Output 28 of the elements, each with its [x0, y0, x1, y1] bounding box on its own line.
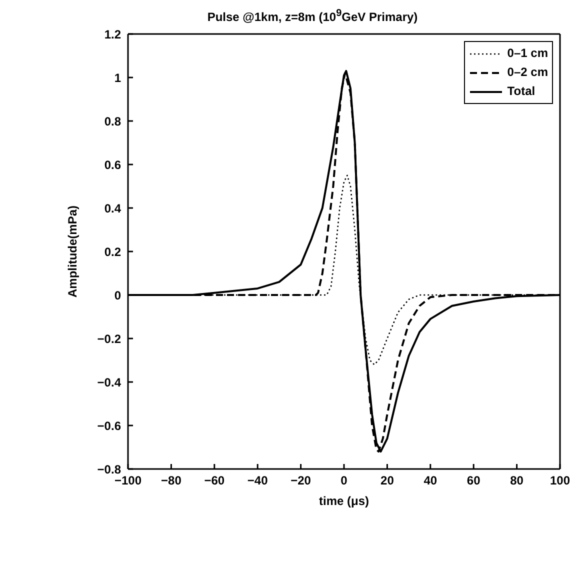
x-tick-label: 20: [380, 474, 394, 488]
y-tick-label: −0.6: [97, 418, 122, 433]
x-tick-label: −40: [247, 474, 268, 488]
y-tick-label: −0.8: [97, 462, 122, 476]
y-axis-title: Amplitude(mPa): [65, 205, 80, 298]
y-tick-label: 0.4: [104, 201, 122, 216]
x-tick-label: −20: [290, 474, 312, 488]
x-tick-label: 0: [340, 474, 348, 488]
y-tick-label: 1: [114, 70, 122, 85]
y-tick-label: 0.6: [104, 158, 122, 172]
x-tick-label: −100: [114, 474, 142, 488]
legend-label: Total: [507, 83, 536, 100]
y-tick-label: 0: [114, 288, 122, 302]
y-tick-label: 0.2: [104, 244, 122, 259]
x-tick-label: 40: [424, 474, 438, 488]
y-tick-label: 1.2: [104, 27, 122, 42]
x-axis-title: time (μs): [318, 494, 370, 508]
legend-label: 0–2 cm: [507, 64, 548, 81]
x-tick-label: −60: [204, 474, 225, 488]
chart-title: Pulse @1km, z=8m (10$^{9}$GeV Primary): [206, 8, 419, 24]
x-tick-label: 100: [550, 474, 570, 488]
x-tick-label: 60: [466, 474, 481, 488]
legend-label: 0–1 cm: [507, 45, 548, 62]
y-tick-label: −0.4: [97, 375, 122, 390]
y-tick-label: −0.2: [97, 332, 122, 346]
y-tick-label: 0.8: [104, 114, 122, 128]
x-tick-label: −80: [161, 474, 182, 488]
x-tick-label: 80: [510, 474, 524, 488]
